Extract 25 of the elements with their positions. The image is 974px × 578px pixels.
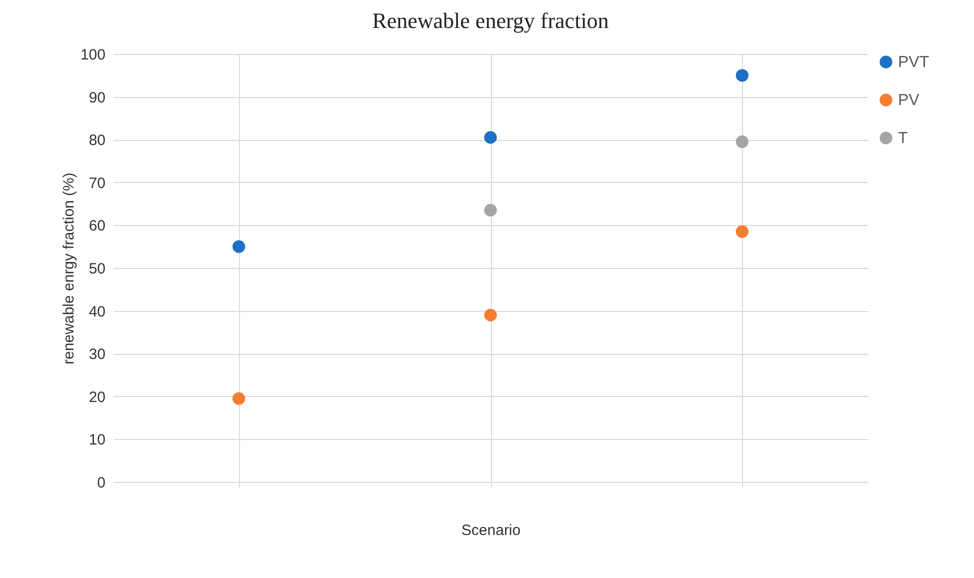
y-tick-label: 20: [88, 388, 106, 406]
y-tick-label: 60: [88, 218, 106, 235]
chart-title: Renewable energy fraction: [372, 8, 609, 33]
x-axis-title: Scenario: [461, 522, 521, 539]
y-axis-title: renewable enrgy fraction (%): [60, 172, 78, 364]
point: [736, 69, 748, 82]
legend-label: T: [898, 130, 908, 147]
y-tick-label: 0: [97, 474, 106, 492]
y-tick-label: 50: [88, 260, 106, 278]
point: [736, 135, 748, 148]
point: [232, 240, 246, 253]
point: [736, 225, 748, 238]
y-tick-label: 30: [88, 346, 106, 364]
point: [484, 131, 497, 144]
legend-label: PV: [898, 92, 920, 109]
legend-label: PVT: [898, 54, 930, 71]
point: [232, 392, 246, 405]
y-tick-label: 10: [88, 432, 106, 449]
y-tick-label: 40: [88, 303, 106, 320]
y-tick-label: 90: [88, 89, 106, 106]
y-tick-label: 80: [88, 132, 106, 150]
y-tick-label: 100: [80, 46, 106, 64]
y-tick-label: 70: [88, 174, 106, 192]
point: [484, 308, 497, 322]
point: [484, 204, 497, 217]
